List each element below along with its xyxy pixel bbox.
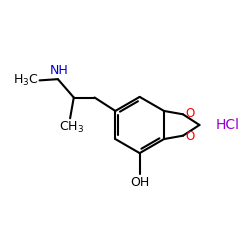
Text: O: O xyxy=(185,130,194,143)
Text: OH: OH xyxy=(130,176,149,189)
Text: H$_3$C: H$_3$C xyxy=(13,73,38,88)
Text: CH$_3$: CH$_3$ xyxy=(59,120,84,135)
Text: HCl: HCl xyxy=(216,118,240,132)
Text: NH: NH xyxy=(50,64,68,77)
Text: O: O xyxy=(185,106,194,120)
